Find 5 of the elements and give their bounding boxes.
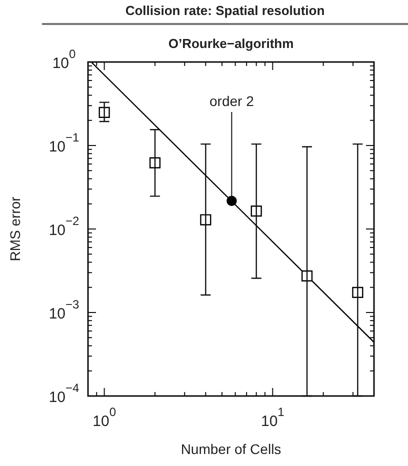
annotation: order 2	[210, 93, 254, 109]
chart-subtitle: O’Rourke−algorithm	[168, 36, 294, 51]
x-axis-title: Number of Cells	[180, 441, 282, 457]
chart-title: Collision rate: Spatial resolution	[42, 0, 408, 25]
y-axis-title: RMS error	[7, 196, 23, 262]
